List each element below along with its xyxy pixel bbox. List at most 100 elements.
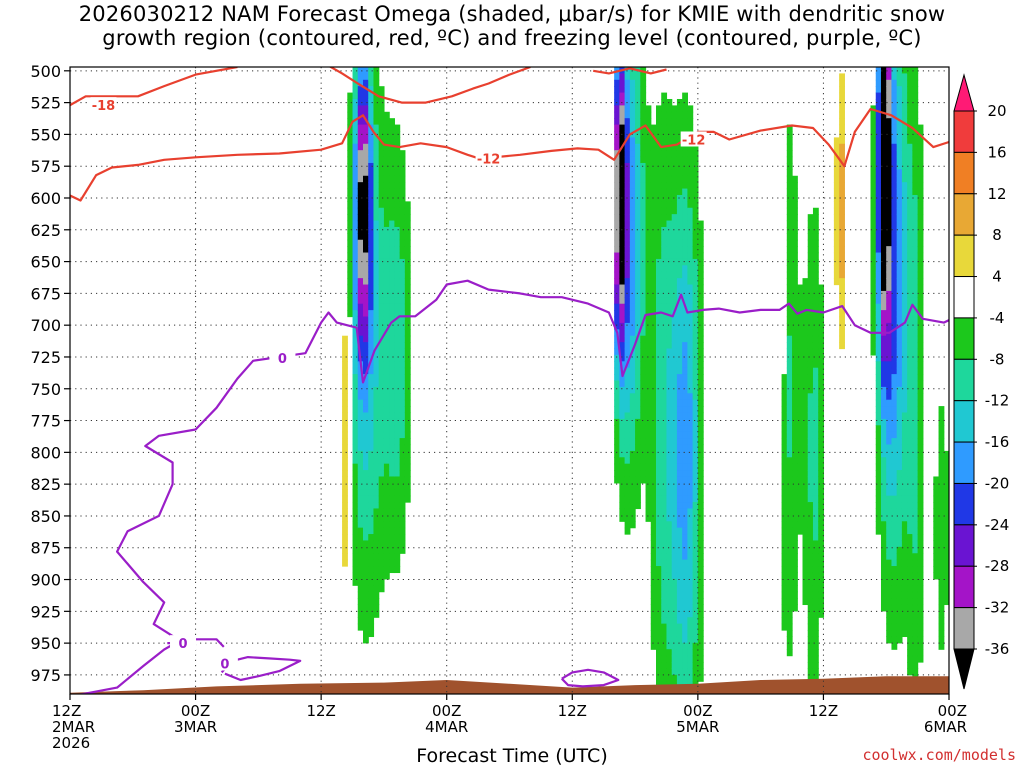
omega-cell — [901, 361, 908, 369]
omega-cell — [797, 514, 804, 522]
omega-cell — [650, 527, 657, 535]
omega-cell — [792, 578, 798, 586]
omega-cell — [368, 380, 375, 388]
omega-cell — [357, 553, 364, 561]
omega-cell — [676, 367, 683, 375]
omega-cell — [682, 578, 688, 586]
omega-cell — [818, 329, 825, 337]
omega-cell — [792, 374, 798, 382]
omega-cell — [640, 450, 647, 458]
omega-cell — [687, 457, 694, 465]
omega-cell — [938, 553, 945, 561]
omega-cell — [792, 508, 798, 516]
omega-cell — [875, 284, 882, 292]
omega-cell — [645, 322, 652, 330]
omega-cell — [635, 457, 641, 465]
omega-cell — [682, 252, 688, 260]
omega-cell — [389, 290, 395, 298]
omega-cell — [671, 354, 678, 362]
omega-cell — [938, 495, 945, 503]
omega-cell — [661, 258, 668, 266]
omega-cell — [896, 111, 903, 119]
omega-cell — [368, 572, 375, 580]
omega-cell — [399, 271, 406, 279]
omega-cell — [886, 380, 893, 388]
omega-cell — [797, 374, 804, 382]
omega-cell — [802, 367, 809, 375]
omega-cell — [901, 220, 908, 228]
omega-cell — [812, 521, 819, 529]
omega-cell — [786, 610, 793, 618]
omega-cell — [687, 572, 694, 580]
omega-cell — [666, 527, 673, 535]
omega-cell — [886, 463, 893, 471]
omega-cell — [933, 527, 940, 535]
omega-cell — [363, 354, 369, 362]
omega-cell — [896, 438, 903, 446]
omega-cell — [624, 495, 631, 503]
colorbar-swatch — [953, 276, 975, 319]
omega-cell — [624, 393, 631, 401]
omega-cell — [347, 278, 354, 286]
omega-cell — [373, 386, 380, 394]
omega-cell — [687, 431, 694, 439]
omega-cell — [938, 604, 945, 612]
omega-cell — [640, 348, 647, 356]
omega-cell — [661, 214, 668, 222]
omega-cell — [352, 214, 359, 222]
omega-cell — [347, 182, 354, 190]
omega-cell — [786, 124, 793, 132]
omega-cell — [640, 201, 647, 209]
omega-cell — [792, 226, 798, 234]
omega-cell — [666, 284, 673, 292]
omega-cell — [378, 470, 385, 478]
omega-cell — [870, 284, 877, 292]
omega-cell — [645, 457, 652, 465]
omega-cell — [812, 534, 819, 542]
omega-cell — [624, 310, 631, 318]
omega-cell — [943, 457, 949, 465]
omega-cell — [875, 418, 882, 426]
omega-cell — [357, 348, 364, 356]
omega-cell — [378, 290, 385, 298]
omega-cell — [383, 380, 390, 388]
omega-cell — [891, 207, 898, 215]
omega-cell — [687, 386, 694, 394]
omega-cell — [891, 246, 898, 254]
omega-cell — [368, 220, 375, 228]
omega-cell — [917, 630, 924, 638]
credit-link[interactable]: coolwx.com/models — [862, 746, 1016, 764]
omega-cell — [676, 137, 683, 145]
omega-cell — [650, 482, 657, 490]
omega-cell — [818, 297, 825, 305]
omega-cell — [880, 521, 887, 529]
omega-cell — [352, 431, 359, 439]
omega-cell — [875, 374, 882, 382]
omega-cell — [624, 316, 631, 324]
omega-cell — [363, 495, 369, 503]
omega-cell — [938, 617, 945, 625]
omega-cell — [880, 438, 887, 446]
omega-cell — [807, 604, 814, 612]
omega-cell — [645, 335, 652, 343]
omega-cell — [352, 457, 359, 465]
omega-cell — [389, 271, 395, 279]
omega-cell — [692, 534, 699, 542]
omega-cell — [383, 540, 390, 548]
omega-cell — [880, 399, 887, 407]
omega-cell — [352, 162, 359, 170]
omega-cell — [671, 105, 678, 113]
omega-cell — [912, 169, 919, 177]
omega-cell — [692, 194, 699, 202]
omega-cell — [624, 470, 631, 478]
omega-cell — [697, 348, 704, 356]
omega-cell — [357, 342, 364, 350]
omega-cell — [378, 322, 385, 330]
omega-cell — [671, 271, 678, 279]
omega-cell — [802, 278, 809, 286]
omega-cell — [363, 572, 369, 580]
omega-cell — [404, 252, 411, 260]
omega-cell — [886, 92, 893, 100]
omega-cell — [870, 201, 877, 209]
omega-cell — [347, 220, 354, 228]
